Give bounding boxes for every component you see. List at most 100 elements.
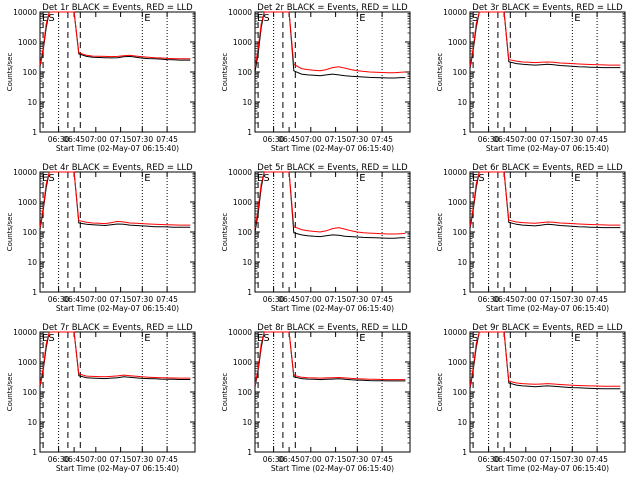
marker-s: S	[472, 333, 478, 344]
x-axis-label: Start Time (02-May-07 06:15:40)	[56, 304, 179, 313]
y-axis-label: Counts/sec	[6, 373, 14, 412]
y-axis-label: Counts/sec	[436, 213, 444, 252]
y-tick-label: 1000	[233, 38, 252, 47]
panel-det-4: Det 4r BLACK = Events, RED = LLD 1 10 100 10…	[6, 163, 196, 313]
y-tick-label: 10000	[228, 328, 252, 337]
x-tick-label: 06:45	[493, 455, 515, 464]
x-tick-label: 06:30	[48, 135, 70, 144]
x-tick-label: 07:45	[586, 135, 608, 144]
x-tick-label: 07:00	[515, 135, 537, 144]
x-tick-label: 07:45	[156, 455, 178, 464]
series-line-events	[39, 331, 191, 387]
y-tick-label: 10	[242, 98, 252, 107]
x-tick-label: 07:45	[371, 135, 393, 144]
panel-title: Det 5r BLACK = Events, RED = LLD	[257, 163, 408, 173]
x-tick-label: 06:30	[263, 135, 285, 144]
x-axis-label: Start Time (02-May-07 06:15:40)	[271, 144, 394, 153]
marker-e: E	[144, 333, 150, 344]
x-tick-label: 06:30	[263, 295, 285, 304]
x-tick-label: 06:30	[48, 295, 70, 304]
y-tick-label: 10	[242, 418, 252, 427]
x-tick-label: 07:00	[515, 295, 537, 304]
y-tick-label: 1	[462, 448, 467, 457]
x-tick-label: 07:15	[540, 295, 562, 304]
axes-frame	[254, 331, 411, 453]
y-tick-label: 10	[457, 418, 467, 427]
panel-title: Det 1r BLACK = Events, RED = LLD	[42, 3, 193, 13]
x-tick-label: 07:45	[586, 295, 608, 304]
y-tick-label: 1	[247, 128, 252, 137]
x-tick-label: 06:45	[278, 135, 300, 144]
y-tick-label: 100	[453, 68, 468, 77]
x-tick-label: 07:15	[325, 295, 347, 304]
x-tick-label: 06:45	[63, 455, 85, 464]
panel-title: Det 2r BLACK = Events, RED = LLD	[257, 3, 408, 13]
y-tick-label: 10	[242, 258, 252, 267]
x-tick-label: 07:00	[515, 455, 537, 464]
axes-frame	[254, 11, 411, 133]
y-tick-label: 100	[23, 388, 38, 397]
y-tick-label: 1000	[448, 198, 467, 207]
axes-frame	[254, 171, 411, 293]
series-line-lld	[469, 171, 621, 227]
y-tick-label: 1	[247, 288, 252, 297]
panel-det-9: Det 9r BLACK = Events, RED = LLD 1 10 100 10…	[436, 323, 626, 473]
axes-frame	[469, 171, 626, 293]
y-tick-label: 1	[462, 288, 467, 297]
y-tick-label: 10000	[443, 8, 467, 17]
y-tick-label: 100	[23, 68, 38, 77]
y-tick-label: 1	[32, 448, 37, 457]
marker-e: E	[574, 13, 580, 24]
x-tick-label: 07:00	[300, 135, 322, 144]
panel-det-3: Det 3r BLACK = Events, RED = LLD 1 10 100 10…	[436, 3, 626, 153]
y-tick-label: 10000	[443, 328, 467, 337]
x-tick-label: 07:30	[131, 295, 153, 304]
panel-det-6: Det 6r BLACK = Events, RED = LLD 1 10 100 10…	[436, 163, 626, 313]
x-axis-label: Start Time (02-May-07 06:15:40)	[271, 304, 394, 313]
y-tick-label: 10	[27, 418, 37, 427]
panel-det-1: Det 1r BLACK = Events, RED = LLD 1 10 100 10…	[6, 3, 196, 153]
x-tick-label: 06:45	[493, 295, 515, 304]
x-tick-label: 06:30	[48, 455, 70, 464]
y-tick-label: 10000	[13, 168, 37, 177]
x-tick-label: 07:00	[85, 135, 107, 144]
x-tick-label: 07:30	[131, 455, 153, 464]
series-line-lld	[469, 331, 621, 387]
x-axis-label: Start Time (02-May-07 06:15:40)	[56, 464, 179, 473]
y-axis-label: Counts/sec	[436, 53, 444, 92]
panel-title: Det 3r BLACK = Events, RED = LLD	[472, 3, 623, 13]
y-tick-label: 1000	[18, 38, 37, 47]
y-tick-label: 1	[462, 128, 467, 137]
panel-title: Det 9r BLACK = Events, RED = LLD	[472, 323, 623, 333]
y-tick-label: 1	[32, 128, 37, 137]
y-tick-label: 1000	[233, 198, 252, 207]
x-axis-label: Start Time (02-May-07 06:15:40)	[486, 144, 609, 153]
x-tick-label: 07:30	[346, 455, 368, 464]
x-tick-label: 07:30	[131, 135, 153, 144]
x-tick-label: 07:30	[561, 135, 583, 144]
x-tick-label: 07:45	[586, 455, 608, 464]
x-tick-label: 07:15	[110, 295, 132, 304]
marker-e: E	[574, 173, 580, 184]
y-tick-label: 100	[23, 228, 38, 237]
panel-title: Det 8r BLACK = Events, RED = LLD	[257, 323, 408, 333]
panel-det-2: Det 2r BLACK = Events, RED = LLD 1 10 100 10…	[221, 3, 411, 153]
series-line-lld	[469, 11, 621, 67]
series-line-lld	[39, 171, 191, 228]
panel-det-7: Det 7r BLACK = Events, RED = LLD 1 10 100 10…	[6, 323, 196, 473]
x-tick-label: 06:30	[478, 455, 500, 464]
marker-e: E	[144, 173, 150, 184]
x-tick-label: 07:30	[346, 135, 368, 144]
panel-det-5: Det 5r BLACK = Events, RED = LLD 1 10 100 10…	[221, 163, 411, 313]
y-tick-label: 100	[238, 388, 253, 397]
y-axis-label: Counts/sec	[436, 373, 444, 412]
marker-e: E	[574, 333, 580, 344]
axes-frame	[469, 331, 626, 453]
panel-title: Det 6r BLACK = Events, RED = LLD	[472, 163, 623, 173]
series-line-events	[469, 331, 621, 390]
x-tick-label: 07:00	[300, 295, 322, 304]
panel-title: Det 4r BLACK = Events, RED = LLD	[42, 163, 193, 173]
x-tick-label: 07:15	[325, 135, 347, 144]
series-line-events	[469, 11, 621, 69]
x-tick-label: 06:45	[63, 295, 85, 304]
